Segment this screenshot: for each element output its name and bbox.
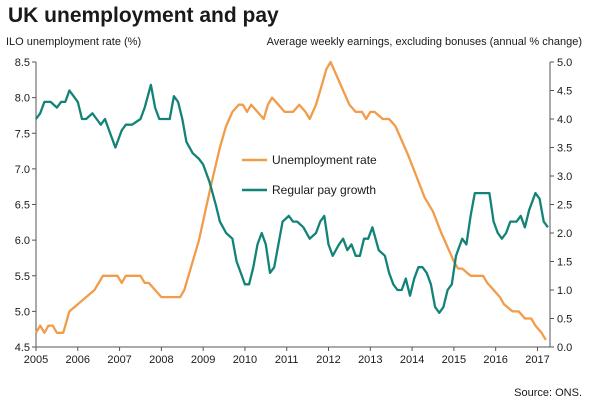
right-axis-label: Average weekly earnings, excluding bonus… — [266, 36, 582, 48]
right-tick-label: 4.5 — [557, 86, 572, 98]
x-tick-label: 2008 — [149, 354, 173, 366]
legend-pay-label: Regular pay growth — [272, 183, 376, 197]
left-tick-label: 6.5 — [15, 200, 30, 212]
x-tick-label: 2016 — [483, 354, 507, 366]
source-note: Source: ONS. — [514, 387, 582, 399]
right-tick-label: 0.0 — [557, 342, 572, 354]
x-tick-label: 2007 — [107, 354, 131, 366]
right-tick-label: 2.0 — [557, 228, 572, 240]
right-tick-label: 4.0 — [557, 114, 572, 126]
left-tick-label: 7.0 — [15, 164, 30, 176]
x-tick-label: 2005 — [24, 354, 48, 366]
right-tick-label: 2.5 — [557, 200, 572, 212]
x-tick-label: 2013 — [358, 354, 382, 366]
left-tick-label: 4.5 — [15, 342, 30, 354]
chart-title: UK unemployment and pay — [8, 4, 279, 27]
right-tick-label: 1.5 — [557, 257, 572, 269]
x-tick-label: 2017 — [525, 354, 549, 366]
left-tick-label: 6.0 — [15, 235, 30, 247]
right-tick-label: 1.0 — [557, 285, 572, 297]
left-tick-label: 8.5 — [15, 57, 30, 69]
x-tick-label: 2015 — [442, 354, 466, 366]
right-tick-label: 0.5 — [557, 314, 572, 326]
left-tick-label: 5.0 — [15, 306, 30, 318]
right-tick-label: 3.5 — [557, 143, 572, 155]
left-axis-label: ILO unemployment rate (%) — [6, 36, 142, 48]
left-tick-label: 8.0 — [15, 93, 30, 105]
left-tick-label: 7.5 — [15, 128, 30, 140]
x-tick-label: 2011 — [275, 354, 299, 366]
x-tick-label: 2014 — [400, 354, 424, 366]
right-tick-label: 3.0 — [557, 171, 572, 183]
x-tick-label: 2010 — [233, 354, 257, 366]
legend-unemployment-label: Unemployment rate — [272, 153, 377, 167]
x-tick-label: 2006 — [66, 354, 90, 366]
x-tick-label: 2009 — [191, 354, 215, 366]
unemployment-rate-line — [35, 60, 547, 341]
left-tick-label: 5.5 — [15, 271, 30, 283]
x-tick-label: 2012 — [316, 354, 340, 366]
regular-pay-growth-line — [35, 83, 549, 314]
right-tick-label: 5.0 — [557, 57, 572, 69]
